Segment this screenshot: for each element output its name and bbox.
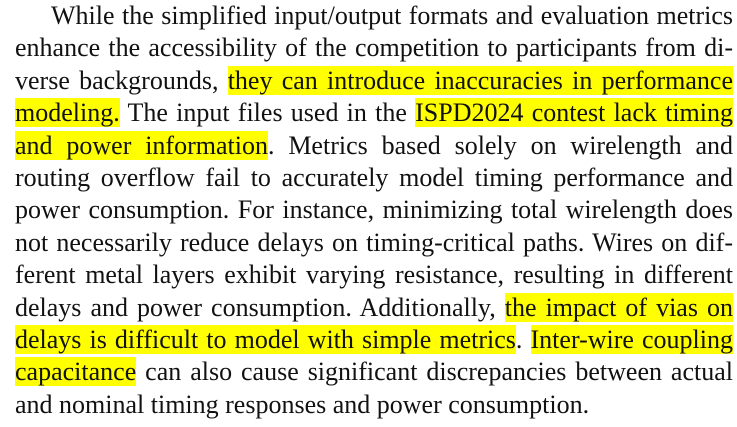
- highlighted-text: modeling.: [15, 98, 120, 128]
- text-line: enhance the accessibility of the competi…: [15, 32, 733, 64]
- text-run: and nominal timing responses and power c…: [15, 389, 590, 419]
- text-line: capacitance can also cause significant d…: [15, 356, 733, 388]
- text-line: delays is difficult to model with simple…: [15, 324, 734, 356]
- text-run: enhance the accessibility of the competi…: [15, 33, 733, 63]
- text-line: verse backgrounds, they can introduce in…: [15, 65, 733, 97]
- text-run: routing overflow fail to accurately mode…: [15, 162, 733, 192]
- text-line: delays and power consumption. Additional…: [15, 292, 733, 324]
- text-run: .: [515, 324, 531, 354]
- text-line: not necessarily reduce delays on timing-…: [15, 227, 733, 259]
- text-run: not necessarily reduce delays on timing-…: [15, 227, 733, 257]
- highlighted-text: the impact of vias on: [504, 292, 733, 322]
- highlighted-text: delays is difficult to model with simple…: [15, 324, 516, 354]
- text-line: and nominal timing responses and power c…: [15, 389, 733, 421]
- text-run: While the simplified input/output format…: [51, 1, 733, 30]
- highlighted-text: ISPD2024 contest lack timing: [415, 98, 734, 128]
- text-line: While the simplified input/output format…: [15, 0, 733, 32]
- text-line: ferent metal layers exhibit varying resi…: [15, 259, 733, 291]
- highlighted-text: they can introduce inaccuracies in perfo…: [227, 65, 733, 95]
- text-line: routing overflow fail to accurately mode…: [15, 162, 733, 194]
- text-run: power consumption. For instance, minimiz…: [15, 195, 733, 225]
- text-run: . Metrics based solely on wirelength and: [267, 130, 734, 160]
- highlighted-text: capacitance: [15, 357, 137, 387]
- text-run: The input files used in the: [119, 98, 416, 128]
- highlighted-text: and power information: [15, 130, 268, 160]
- highlighted-text: Inter-wire coupling: [530, 324, 734, 354]
- text-run: delays and power consumption. Additional…: [15, 292, 505, 322]
- text-line: and power information. Metrics based sol…: [15, 130, 733, 162]
- text-run: ferent metal layers exhibit varying resi…: [15, 260, 733, 290]
- text-line: power consumption. For instance, minimiz…: [15, 194, 733, 226]
- text-run: verse backgrounds,: [15, 65, 228, 95]
- text-run: can also cause significant discrepancies…: [136, 357, 733, 387]
- text-line: modeling. The input files used in the IS…: [15, 97, 734, 129]
- paragraph: While the simplified input/output format…: [15, 0, 734, 421]
